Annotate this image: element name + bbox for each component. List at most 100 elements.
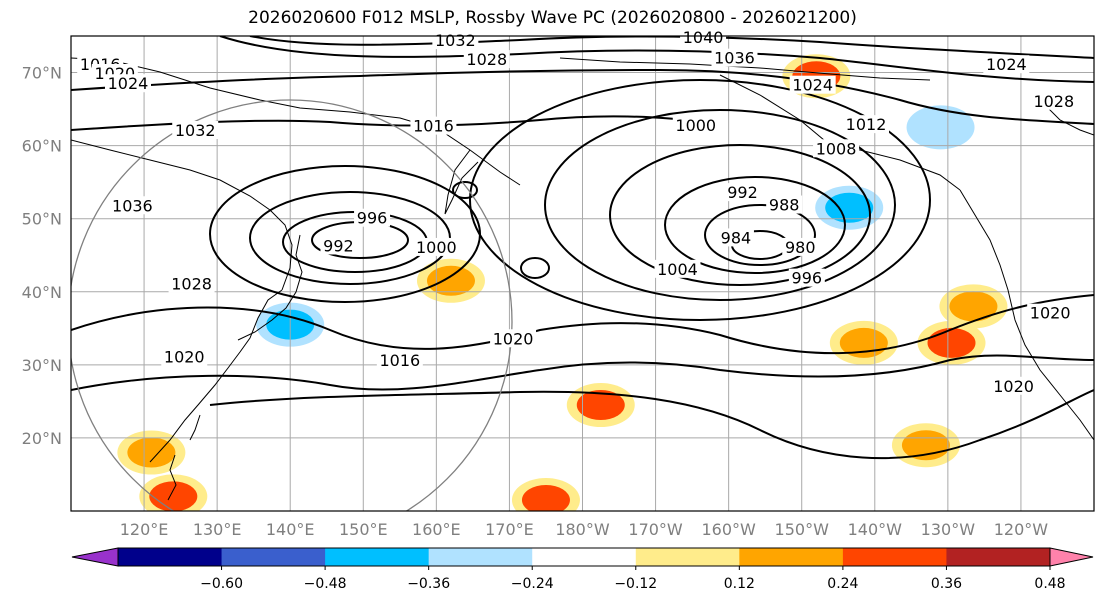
lon-label: 150°W [775,520,830,539]
lon-label: 170°E [485,520,534,539]
longitude-labels: 120°E 130°E 140°E 150°E 160°E 170°E 180°W 170°W… [120,520,1049,539]
isobar-label-bg [410,116,457,135]
isobar-label: 996 [792,269,823,288]
colorbar-extend-min [71,547,119,567]
colorbar-segment [118,548,223,566]
lon-label: 120°W [994,520,1049,539]
isobar-label: 992 [323,236,354,255]
lon-label: 140°W [848,520,903,539]
anomaly-core-4 [576,390,625,421]
colorbar-tick-label: 0.48 [1034,576,1065,592]
isobar-label-bg [109,196,156,215]
isobar-label-bg [672,115,719,134]
lon-label: 170°W [628,520,683,539]
colorbar-tick-label: −0.12 [614,576,657,592]
lon-label: 160°W [701,520,756,539]
lat-label: 50°N [22,210,62,229]
isobar-label: 1020 [1030,304,1071,323]
reference-circle [71,99,513,511]
lat-label: 70°N [22,64,62,83]
colorbar-segment [532,548,637,566]
isobar-label: 1020 [993,377,1034,396]
isobar-label-bg [172,121,219,139]
lon-label: 160°E [412,520,461,539]
isobar-label-bg [161,347,208,366]
isobar-label-bg [766,195,803,214]
isobar-label: 1004 [657,260,698,279]
colorbar-frame [117,547,1051,567]
anomaly-core-10 [521,485,570,511]
isobar-label-bg [320,236,357,255]
isobar-label: 1028 [171,274,212,293]
colorbar-segment [635,548,740,566]
isobar-label: 1012 [846,115,887,134]
isobar-label: 1036 [714,49,755,68]
isobar-label: 1020 [164,348,205,367]
isobar-label-bg [724,183,761,202]
isobar-label-bg [463,50,510,69]
isobar-label: 1040 [683,28,724,47]
isobar-label-bg [1027,303,1074,322]
isobar-label-bg [680,28,727,47]
colorbar-tick-label: −0.24 [511,576,554,592]
isobar-label: 992 [727,183,758,202]
latitude-labels: 70°N 60°N 50°N 40°N 30°N 20°N [22,64,62,448]
colorbar-segment [221,548,326,566]
isobar-label: 1032 [175,121,216,140]
isobar-label: 980 [785,238,816,257]
isobar-label: 1024 [792,76,833,95]
isobar-label-bg [782,237,819,256]
isobar-label-bg [711,48,758,67]
isobar-label-bg [983,55,1030,74]
lat-label: 20°N [22,429,62,448]
isobar-label: 1032 [435,31,476,50]
lon-label: 180°W [555,520,610,539]
isobar-label-bg [168,274,215,293]
anomaly-core-9 [149,481,198,511]
lat-label: 30°N [22,356,62,375]
anomaly-core-2 [916,112,965,143]
isobar-label: 1016 [413,117,454,136]
colorbar-segment [842,548,947,566]
lat-label: 60°N [22,137,62,156]
colorbar: −0.60 −0.48 −0.36 −0.24 −0.12 0.12 0.24 0.36 0.4… [71,547,1094,592]
lon-label: 120°E [120,520,169,539]
colorbar-tick-label: 0.24 [827,576,858,592]
mslp-isobars [71,36,1094,460]
isobar-label-bg [104,74,151,93]
lon-label: 130°E [193,520,242,539]
colorbar-segment [739,548,844,566]
colorbar-extend-max [1049,547,1094,567]
isobar-label: 1024 [986,55,1027,74]
isobar-label-bg [654,259,701,278]
isobar-label-bg [490,329,537,348]
lon-label: 150°E [339,520,388,539]
colorbar-tick-label: −0.48 [304,576,347,592]
colorbar-segment [325,548,430,566]
anomaly-core-1 [825,192,874,223]
anomaly-core-6 [927,327,976,358]
anomaly-core-7 [949,291,998,322]
isobar-labels: 1032 1040 1036 1028 1024 1016 1020 1024 1032 1016… [77,28,1077,396]
lon-label: 140°E [266,520,315,539]
colorbar-segment [428,548,533,566]
anomaly-shading [117,54,1008,511]
isobar-label-bg [789,75,836,94]
anomaly-core-5 [426,265,475,296]
isobar-label: 1000 [675,116,716,135]
isobar-label: 1036 [112,196,153,215]
isobar-label-bg [813,139,860,158]
isobar-label: 1020 [493,329,534,348]
colorbar-tick-label: 0.36 [931,576,962,592]
isobar-label-bg [413,237,460,256]
colorbar-segment [946,548,1051,566]
isobar-label: 1000 [416,238,457,257]
isobar-label-bg [843,115,890,134]
isobar-label: 1024 [108,74,149,93]
lat-label: 40°N [22,283,62,302]
isobar-label: 988 [769,196,800,215]
figure-title: 2026020600 F012 MSLP, Rossby Wave PC (20… [248,8,857,28]
colorbar-tick-label: −0.36 [407,576,450,592]
isobar-label-bg [1030,91,1077,110]
